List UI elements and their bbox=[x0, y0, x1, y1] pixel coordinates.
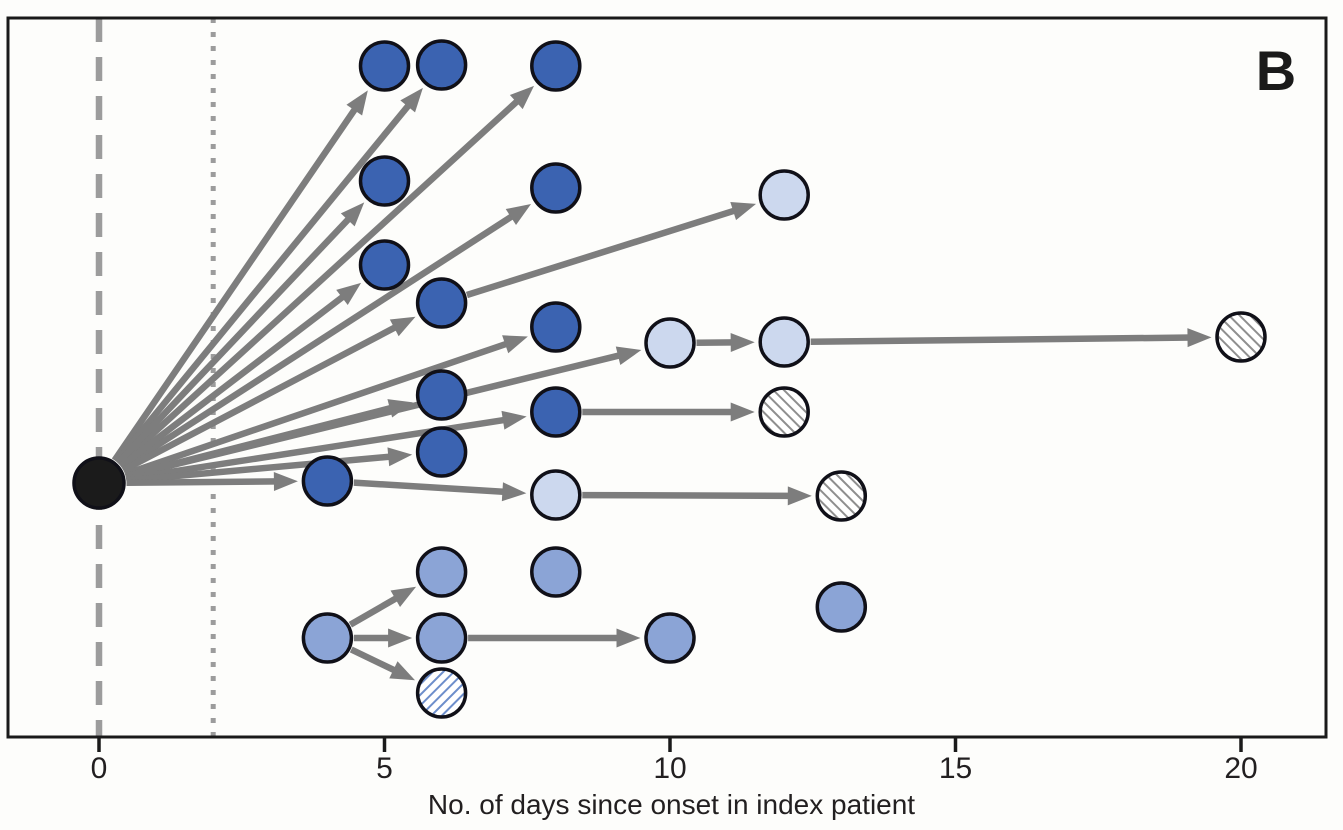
case-node-dark_blue bbox=[358, 40, 411, 92]
x-axis-tick-label: 20 bbox=[1224, 752, 1257, 785]
transmission-arrow bbox=[348, 593, 402, 628]
transmission-arrow bbox=[118, 291, 348, 469]
case-node-pale_blue bbox=[530, 469, 582, 521]
x-axis-tick-label: 0 bbox=[91, 752, 108, 785]
case-node-dark_blue bbox=[415, 39, 468, 91]
transmission-arrow bbox=[465, 206, 739, 299]
case-node-dark_blue bbox=[358, 155, 411, 207]
transmission-arrowhead bbox=[501, 410, 527, 430]
transmission-arrowhead bbox=[787, 486, 812, 506]
case-node-hatch_blue bbox=[415, 667, 468, 719]
transmission-arrow bbox=[115, 214, 354, 466]
case-node-dark_blue bbox=[530, 162, 582, 214]
transmission-arrowhead bbox=[340, 202, 365, 227]
transmission-arrow bbox=[124, 403, 396, 480]
transmission-arrowhead bbox=[273, 471, 298, 491]
case-node-dark_blue bbox=[415, 277, 468, 329]
transmission-arrow bbox=[120, 211, 517, 471]
case-node-medium_blue bbox=[415, 612, 468, 664]
transmission-arrow bbox=[582, 491, 793, 500]
transmission-arrowhead bbox=[387, 447, 413, 467]
case-node-dark_blue bbox=[415, 426, 468, 478]
transmission-arrow bbox=[349, 646, 400, 675]
case-node-dark_blue bbox=[530, 386, 582, 438]
case-node-dark_blue bbox=[415, 369, 468, 421]
case-node-pale_blue bbox=[644, 317, 696, 369]
transmission-arrowhead bbox=[505, 204, 532, 226]
transmission-arrow bbox=[126, 453, 394, 484]
case-node-dark_blue bbox=[530, 40, 582, 92]
transmission-arrowhead bbox=[730, 202, 757, 221]
transmission-arrowhead bbox=[616, 628, 641, 648]
transmission-arrowhead bbox=[502, 335, 528, 354]
panel-label: B bbox=[1255, 39, 1297, 102]
x-axis-title: No. of days since onset in index patient bbox=[427, 789, 916, 820]
transmission-arrowhead bbox=[389, 316, 416, 337]
transmission-arrow bbox=[111, 104, 360, 463]
transmission-arrowhead bbox=[1187, 328, 1212, 348]
case-node-medium_blue bbox=[530, 546, 582, 598]
transmission-arrowhead bbox=[400, 87, 423, 113]
case-node-medium_blue bbox=[644, 612, 696, 664]
transmission-arrowhead bbox=[390, 586, 417, 607]
transmission-arrowhead bbox=[389, 661, 416, 681]
case-node-hatch_gray bbox=[758, 386, 810, 438]
case-node-hatch_gray bbox=[1215, 311, 1267, 363]
case-node-dark_blue bbox=[358, 239, 411, 291]
transmission-arrow bbox=[121, 322, 401, 474]
x-axis-tick-label: 5 bbox=[376, 752, 393, 785]
case-node-dark_blue bbox=[530, 301, 582, 353]
transmission-arrowhead bbox=[387, 399, 414, 418]
transmission-arrowhead bbox=[730, 332, 755, 352]
transmission-arrowhead bbox=[730, 402, 755, 422]
transmission-arrow bbox=[123, 339, 511, 478]
case-node-hatch_gray bbox=[815, 470, 868, 522]
index-case-node bbox=[72, 456, 126, 510]
plot-frame bbox=[6, 16, 1328, 739]
transmission-arrowhead bbox=[388, 628, 413, 648]
case-node-medium_blue bbox=[301, 612, 354, 664]
transmission-arrow bbox=[810, 334, 1193, 345]
x-axis-tick-label: 15 bbox=[939, 752, 972, 785]
case-node-pale_blue bbox=[758, 316, 810, 368]
case-node-pale_blue bbox=[758, 169, 810, 221]
case-node-dark_blue bbox=[301, 455, 354, 507]
transmission-arrow bbox=[113, 100, 414, 464]
case-node-medium_blue bbox=[815, 581, 868, 633]
transmission-arrowhead bbox=[501, 482, 527, 502]
transmission-arrowhead bbox=[615, 346, 642, 365]
transmission-arrow bbox=[117, 96, 523, 467]
x-axis-tick-label: 10 bbox=[653, 752, 686, 785]
transmission-arrowhead bbox=[509, 85, 535, 110]
transmission-arrowhead bbox=[336, 282, 362, 306]
transmission-arrow bbox=[353, 479, 508, 496]
case-node-medium_blue bbox=[415, 546, 468, 598]
transmission-arrow bbox=[126, 478, 279, 487]
transmission-arrowhead bbox=[346, 90, 368, 116]
